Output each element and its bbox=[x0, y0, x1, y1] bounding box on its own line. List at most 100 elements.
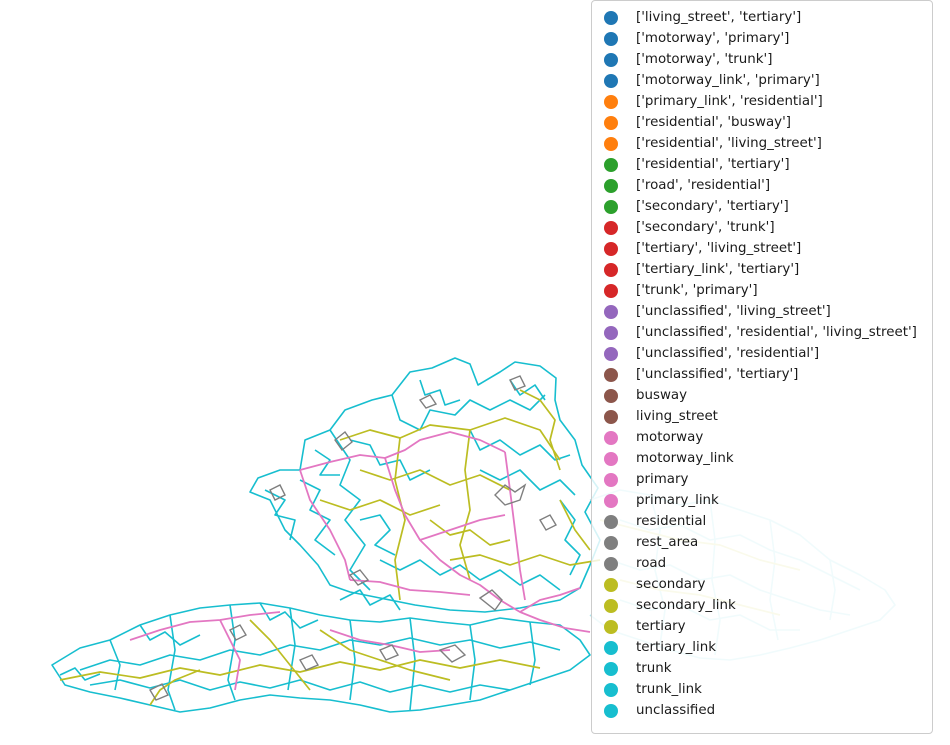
legend-label: ['road', 'residential'] bbox=[636, 178, 771, 193]
legend-marker-icon bbox=[604, 472, 618, 487]
legend-label: rest_area bbox=[636, 535, 699, 550]
legend-marker-icon bbox=[604, 367, 618, 382]
legend-label: ['residential', 'busway'] bbox=[636, 115, 791, 130]
legend-item: motorway bbox=[592, 427, 932, 448]
legend-label: ['unclassified', 'living_street'] bbox=[636, 304, 831, 319]
legend-marker-icon bbox=[604, 409, 618, 424]
legend-item: primary bbox=[592, 469, 932, 490]
legend-item: ['residential', 'busway'] bbox=[592, 112, 932, 133]
legend-label: ['motorway_link', 'primary'] bbox=[636, 73, 820, 88]
legend-marker-icon bbox=[604, 10, 618, 25]
legend-item: ['motorway', 'trunk'] bbox=[592, 49, 932, 70]
legend-marker-icon bbox=[604, 577, 618, 592]
legend-item: busway bbox=[592, 385, 932, 406]
legend-item: living_street bbox=[592, 406, 932, 427]
legend-marker-icon bbox=[604, 136, 618, 151]
legend-marker-icon bbox=[604, 556, 618, 571]
legend-label: ['unclassified', 'residential', 'living_… bbox=[636, 325, 917, 340]
legend-item: ['secondary', 'tertiary'] bbox=[592, 196, 932, 217]
legend-marker-icon bbox=[604, 640, 618, 655]
legend-marker-icon bbox=[604, 388, 618, 403]
legend: ['living_street', 'tertiary'] ['motorway'… bbox=[591, 0, 933, 734]
legend-marker-icon bbox=[604, 115, 618, 130]
legend-label: trunk_link bbox=[636, 682, 702, 697]
legend-label: primary bbox=[636, 472, 689, 487]
legend-item: primary_link bbox=[592, 490, 932, 511]
legend-label: ['unclassified', 'tertiary'] bbox=[636, 367, 799, 382]
legend-item: ['unclassified', 'residential', 'living_… bbox=[592, 322, 932, 343]
legend-label: ['tertiary_link', 'tertiary'] bbox=[636, 262, 800, 277]
legend-label: secondary_link bbox=[636, 598, 736, 613]
legend-label: living_street bbox=[636, 409, 718, 424]
legend-label: ['secondary', 'trunk'] bbox=[636, 220, 775, 235]
legend-label: road bbox=[636, 556, 667, 571]
primary-roads bbox=[129, 431, 591, 691]
legend-item: ['motorway', 'primary'] bbox=[592, 28, 932, 49]
legend-item: unclassified bbox=[592, 700, 932, 721]
legend-label: busway bbox=[636, 388, 688, 403]
legend-item: rest_area bbox=[592, 532, 932, 553]
legend-marker-icon bbox=[604, 598, 618, 613]
legend-item: ['unclassified', 'residential'] bbox=[592, 343, 932, 364]
legend-marker-icon bbox=[604, 325, 618, 340]
legend-item: tertiary_link bbox=[592, 637, 932, 658]
legend-label: tertiary bbox=[636, 619, 686, 634]
legend-item: ['residential', 'living_street'] bbox=[592, 133, 932, 154]
legend-marker-icon bbox=[604, 493, 618, 508]
legend-label: unclassified bbox=[636, 703, 716, 718]
legend-label: trunk bbox=[636, 661, 672, 676]
legend-item: ['road', 'residential'] bbox=[592, 175, 932, 196]
legend-label: ['motorway', 'trunk'] bbox=[636, 52, 773, 67]
legend-label: secondary bbox=[636, 577, 706, 592]
legend-item: ['trunk', 'primary'] bbox=[592, 280, 932, 301]
legend-item: ['primary_link', 'residential'] bbox=[592, 91, 932, 112]
legend-marker-icon bbox=[604, 661, 618, 676]
legend-label: motorway_link bbox=[636, 451, 734, 466]
legend-label: residential bbox=[636, 514, 707, 529]
legend-marker-icon bbox=[604, 682, 618, 697]
legend-label: tertiary_link bbox=[636, 640, 716, 655]
legend-label: ['residential', 'living_street'] bbox=[636, 136, 822, 151]
legend-item: ['tertiary_link', 'tertiary'] bbox=[592, 259, 932, 280]
legend-label: ['primary_link', 'residential'] bbox=[636, 94, 823, 109]
legend-item: trunk_link bbox=[592, 679, 932, 700]
legend-marker-icon bbox=[604, 619, 618, 634]
legend-item: tertiary bbox=[592, 616, 932, 637]
legend-item: residential bbox=[592, 511, 932, 532]
legend-marker-icon bbox=[604, 262, 618, 277]
legend-marker-icon bbox=[604, 199, 618, 214]
legend-marker-icon bbox=[604, 304, 618, 319]
legend-label: ['unclassified', 'residential'] bbox=[636, 346, 820, 361]
legend-marker-icon bbox=[604, 178, 618, 193]
legend-item: ['tertiary', 'living_street'] bbox=[592, 238, 932, 259]
legend-label: ['secondary', 'tertiary'] bbox=[636, 199, 789, 214]
legend-label: ['trunk', 'primary'] bbox=[636, 283, 758, 298]
legend-item: ['living_street', 'tertiary'] bbox=[592, 7, 932, 28]
legend-marker-icon bbox=[604, 52, 618, 67]
legend-marker-icon bbox=[604, 157, 618, 172]
legend-marker-icon bbox=[604, 430, 618, 445]
residential-roads bbox=[149, 375, 557, 701]
legend-marker-icon bbox=[604, 73, 618, 88]
legend-item: ['secondary', 'trunk'] bbox=[592, 217, 932, 238]
legend-label: motorway bbox=[636, 430, 704, 445]
legend-item: trunk bbox=[592, 658, 932, 679]
legend-item: secondary bbox=[592, 574, 932, 595]
legend-marker-icon bbox=[604, 703, 618, 718]
legend-item: ['unclassified', 'tertiary'] bbox=[592, 364, 932, 385]
legend-label: ['residential', 'tertiary'] bbox=[636, 157, 790, 172]
legend-item: secondary_link bbox=[592, 595, 932, 616]
legend-label: ['tertiary', 'living_street'] bbox=[636, 241, 802, 256]
legend-item: motorway_link bbox=[592, 448, 932, 469]
legend-label: ['motorway', 'primary'] bbox=[636, 31, 790, 46]
legend-label: ['living_street', 'tertiary'] bbox=[636, 10, 802, 25]
legend-item: ['residential', 'tertiary'] bbox=[592, 154, 932, 175]
legend-item: road bbox=[592, 553, 932, 574]
legend-marker-icon bbox=[604, 31, 618, 46]
legend-marker-icon bbox=[604, 94, 618, 109]
legend-item: ['unclassified', 'living_street'] bbox=[592, 301, 932, 322]
legend-marker-icon bbox=[604, 241, 618, 256]
legend-label: primary_link bbox=[636, 493, 719, 508]
legend-marker-icon bbox=[604, 451, 618, 466]
legend-marker-icon bbox=[604, 346, 618, 361]
